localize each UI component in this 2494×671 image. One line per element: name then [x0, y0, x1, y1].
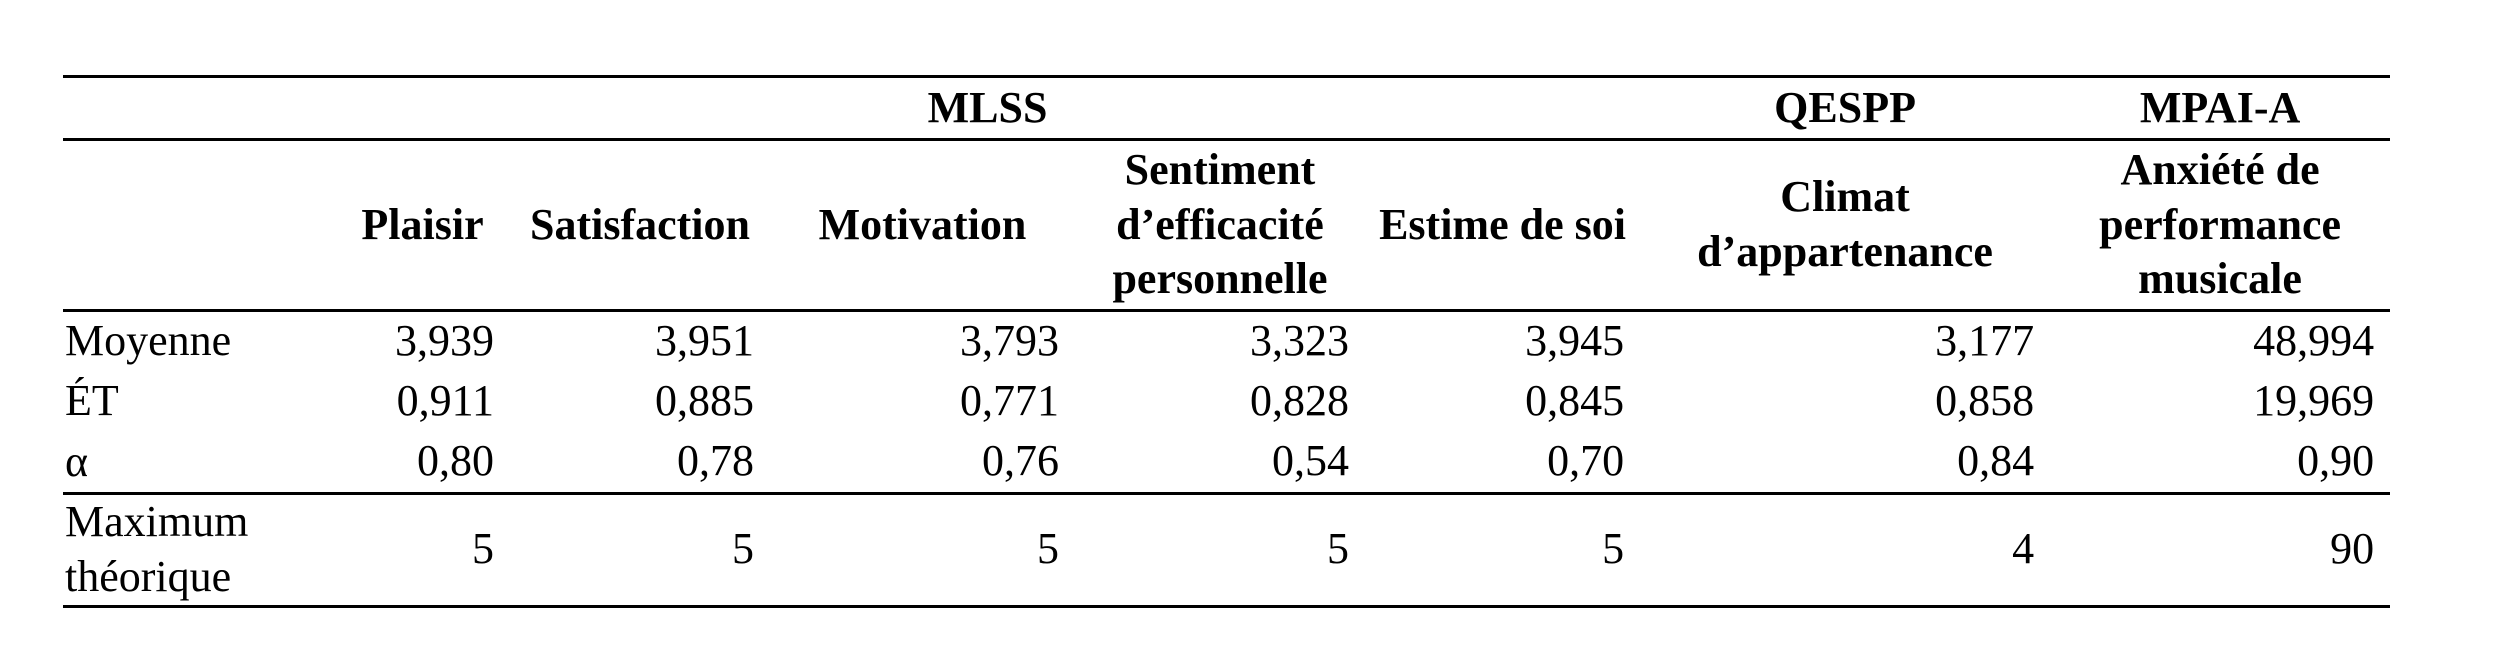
stat-value-cell: 5	[1327, 524, 1349, 574]
stat-value-cell: 0,70	[1547, 436, 1625, 486]
stat-value-cell: 0,76	[982, 436, 1059, 486]
stat-value-cell: 90	[2330, 524, 2375, 574]
scale-group-header-row: MLSS QESPP MPAI-A	[63, 77, 2391, 140]
stat-value-cell: 0,858	[1935, 376, 2035, 426]
stat-value-cell: 0,54	[1272, 436, 1349, 486]
stat-value-cell: 0,845	[1525, 376, 1625, 426]
stub-cell	[63, 77, 335, 140]
stat-value-cell: 0,828	[1250, 376, 1349, 426]
stat-value-cell: 3,951	[655, 315, 754, 365]
column-header-plaisir: Plaisir	[361, 199, 484, 249]
column-header-row: Plaisir Satisfaction Motivation Sentimen…	[63, 140, 2391, 311]
stat-value-cell: 0,771	[960, 376, 1059, 426]
stat-value-cell: 0,90	[2297, 436, 2375, 486]
stat-value-cell: 3,323	[1250, 315, 1349, 365]
stat-value-cell: 0,78	[677, 436, 754, 486]
stat-value-cell: 5	[1602, 524, 1625, 574]
table-row-alpha: α 0,80 0,78 0,76 0,54 0,70 0,84 0,90	[63, 432, 2390, 493]
column-header-estime-de-soi: Estime de soi	[1379, 199, 1626, 249]
stat-value-cell: 48,994	[2253, 315, 2375, 365]
column-header-satisfaction: Satisfaction	[530, 199, 750, 249]
column-header-sentiment-efficacite: Sentiment d’efficacité personnelle	[1112, 145, 1328, 304]
stat-value-cell: 3,939	[395, 315, 494, 365]
stat-value-cell: 0,80	[417, 436, 494, 486]
row-label-et: ÉT	[65, 376, 119, 426]
stat-value-cell: 0,84	[1957, 436, 2035, 486]
stat-value-cell: 3,945	[1525, 315, 1625, 365]
row-label-alpha: α	[65, 436, 89, 486]
stat-value-cell: 19,969	[2253, 376, 2375, 426]
stat-value-cell: 0,885	[655, 376, 754, 426]
row-label-moyenne: Moyenne	[65, 316, 232, 366]
table-row-et: ÉT 0,911 0,885 0,771 0,828 0,845 0,858 1…	[63, 371, 2390, 432]
descriptive-statistics-table: MLSS QESPP MPAI-A Plaisir Satisfaction M…	[63, 75, 2391, 608]
stat-value-cell: 5	[732, 524, 754, 574]
stat-value-cell: 0,911	[396, 376, 494, 426]
stat-value-cell: 3,177	[1935, 315, 2035, 365]
stat-value-cell: 5	[472, 524, 494, 574]
column-header-motivation: Motivation	[818, 199, 1027, 249]
group-header-qespp: QESPP	[1774, 82, 1916, 132]
stat-value-cell: 5	[1037, 524, 1059, 574]
column-header-climat-appartenance: Climat d’appartenance	[1697, 172, 1993, 276]
table-row-moyenne: Moyenne 3,939 3,951 3,793 3,323 3,945 3,…	[63, 310, 2390, 371]
stat-value-cell: 3,793	[960, 315, 1059, 365]
stub-cell	[63, 140, 335, 311]
column-header-anxiete-performance: Anxiété de performance musicale	[2099, 145, 2342, 304]
row-label-maximum-theorique: Maximum théorique	[65, 497, 249, 601]
stat-value-cell: 4	[2012, 524, 2035, 574]
table-row-maximum-theorique: Maximum théorique 5 5 5 5 5 4 90	[63, 493, 2391, 606]
group-header-mpai-a: MPAI-A	[2139, 82, 2301, 132]
group-header-mlss: MLSS	[927, 82, 1048, 132]
